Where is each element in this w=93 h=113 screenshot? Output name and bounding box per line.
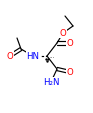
Text: O: O — [67, 68, 73, 77]
Text: H₂N: H₂N — [43, 78, 59, 87]
Text: ···: ··· — [49, 55, 54, 60]
Text: O: O — [67, 39, 73, 48]
Text: O: O — [7, 52, 13, 61]
Text: HN: HN — [27, 52, 40, 61]
Text: O: O — [60, 29, 66, 38]
